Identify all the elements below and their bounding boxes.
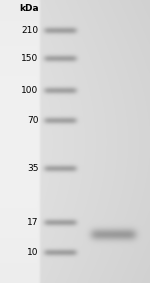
Text: 35: 35: [27, 164, 39, 173]
Text: 70: 70: [27, 116, 39, 125]
Text: 100: 100: [21, 86, 39, 95]
Text: 150: 150: [21, 54, 39, 63]
Text: 10: 10: [27, 248, 39, 257]
Text: 17: 17: [27, 218, 39, 227]
Text: kDa: kDa: [19, 4, 39, 13]
Text: 210: 210: [21, 26, 39, 35]
